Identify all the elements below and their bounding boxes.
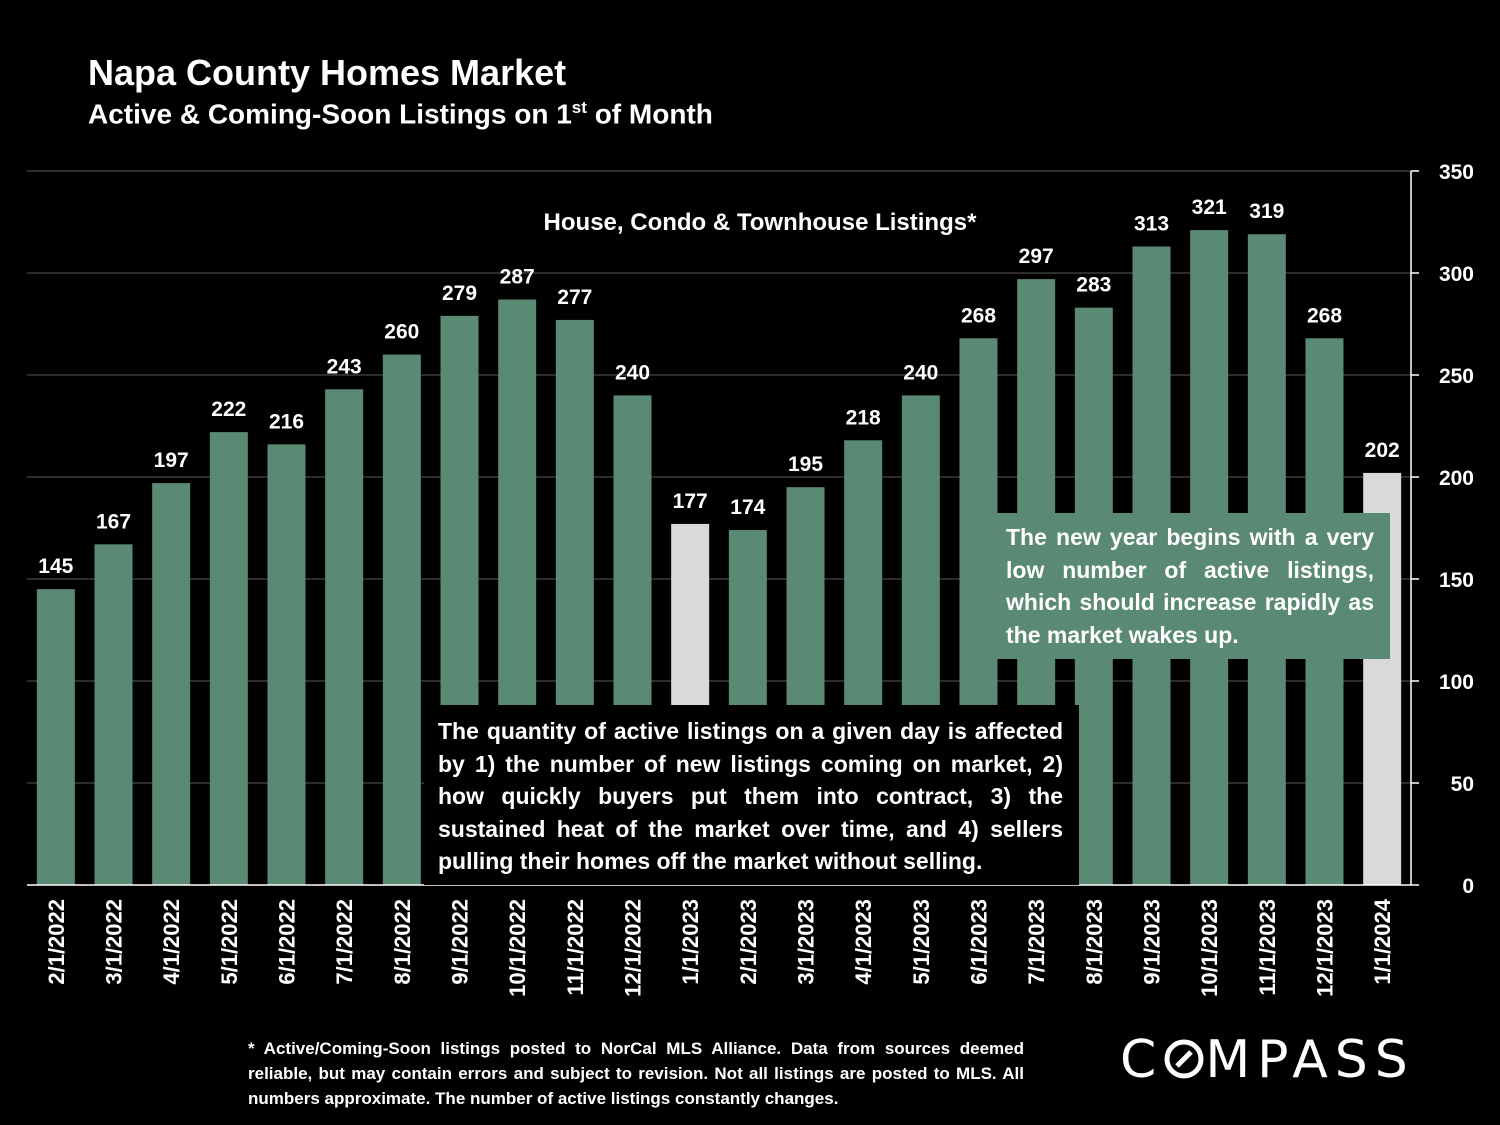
data-label: 145: [38, 555, 73, 578]
x-tick-label: 11/1/2022: [563, 899, 588, 996]
x-tick-label: 12/1/2023: [1313, 899, 1338, 997]
y-axis: 0 50 100 150 200 250 300 350: [27, 161, 1474, 898]
explanation-note: The quantity of active listings on a giv…: [424, 705, 1079, 885]
x-tick-label: 2/1/2023: [736, 899, 761, 985]
data-label: 202: [1365, 439, 1400, 462]
bar-3/1/2022: [94, 544, 133, 885]
y-tick-label: 350: [1439, 161, 1474, 184]
data-label: 240: [903, 361, 938, 384]
footnote: * Active/Coming-Soon listings posted to …: [248, 1039, 1024, 1108]
x-tick-label: 12/1/2022: [621, 899, 646, 997]
x-tick-label: 1/1/2023: [678, 899, 703, 985]
data-label: 297: [1019, 245, 1054, 268]
data-labels: 145 167 197 222 216 243 260 279 287 277 240 177 174 1…: [38, 196, 1399, 578]
data-label: 321: [1192, 196, 1227, 219]
bar-2/1/2022: [36, 589, 75, 885]
y-tick-label: 0: [1462, 875, 1474, 898]
data-label: 218: [846, 406, 881, 429]
data-label: 268: [1307, 304, 1342, 327]
y-tick-label: 150: [1439, 569, 1474, 592]
compass-logo: C MPASS: [1120, 1030, 1445, 1094]
x-tick-label: 7/1/2022: [332, 899, 357, 985]
data-label: 197: [154, 449, 189, 472]
data-label: 240: [615, 361, 650, 384]
subtitle-superscript: st: [571, 98, 587, 117]
chart-title: House, Condo & Townhouse Listings*: [544, 209, 978, 236]
data-label: 195: [788, 453, 823, 476]
y-tick-label: 300: [1439, 263, 1474, 286]
data-label: 268: [961, 304, 996, 327]
data-label: 216: [269, 410, 304, 433]
y-tick-label: 250: [1439, 365, 1474, 388]
subtitle-rest: of Month: [586, 98, 713, 130]
page-title: Napa County Homes Market: [88, 52, 567, 93]
bar-4/1/2022: [152, 483, 191, 885]
data-label: 277: [557, 286, 592, 309]
x-tick-label: 1/1/2024: [1370, 898, 1395, 984]
subtitle-main: Active & Coming-Soon Listings on 1: [88, 98, 572, 130]
data-label: 279: [442, 282, 477, 305]
data-label: 287: [500, 266, 535, 289]
x-tick-label: 8/1/2023: [1082, 899, 1107, 985]
x-tick-label: 10/1/2022: [505, 899, 530, 997]
bar-5/1/2022: [209, 432, 248, 885]
x-tick-label: 4/1/2023: [851, 899, 876, 985]
data-label: 222: [211, 398, 246, 421]
x-tick-label: 11/1/2023: [1255, 899, 1280, 996]
compass-o-icon: [1164, 1039, 1204, 1079]
x-tick-label: 5/1/2023: [909, 899, 934, 985]
new-year-note: The new year begins with a very low numb…: [994, 513, 1390, 659]
x-tick-label: 9/1/2022: [448, 899, 473, 985]
data-label: 177: [673, 490, 708, 513]
x-tick-label: 3/1/2022: [102, 899, 127, 985]
x-tick-label: 4/1/2022: [159, 899, 184, 985]
logo-letter-c: C: [1120, 1030, 1164, 1090]
data-label: 319: [1249, 200, 1284, 223]
x-tick-label: 6/1/2023: [967, 899, 992, 985]
logo-letters-mpass: MPASS: [1205, 1030, 1415, 1090]
bar-6/1/2022: [267, 444, 306, 885]
data-label: 283: [1076, 274, 1111, 297]
x-tick-label: 3/1/2023: [794, 899, 819, 985]
y-tick-label: 200: [1439, 467, 1474, 490]
x-tick-label: 5/1/2022: [217, 899, 242, 985]
y-tick-label: 100: [1439, 671, 1474, 694]
y-tick-label: 50: [1451, 773, 1474, 796]
x-tick-label: 9/1/2023: [1140, 899, 1165, 985]
data-label: 260: [384, 321, 419, 344]
x-tick-label: 8/1/2022: [390, 899, 415, 985]
x-tick-label: 10/1/2023: [1197, 899, 1222, 997]
page-subtitle: Active & Coming-Soon Listings on 1st of …: [88, 98, 713, 130]
x-tick-label: 7/1/2023: [1024, 899, 1049, 985]
x-axis-labels: 2/1/2022 3/1/2022 4/1/2022 5/1/2022 6/1/2022…: [44, 898, 1395, 997]
x-tick-label: 6/1/2022: [275, 899, 300, 985]
bar-7/1/2022: [325, 389, 364, 885]
bar-8/1/2022: [382, 354, 421, 886]
data-label: 167: [96, 510, 131, 533]
data-label: 313: [1134, 212, 1169, 235]
x-tick-label: 2/1/2022: [44, 899, 69, 985]
data-label: 243: [327, 355, 362, 378]
data-label: 174: [730, 496, 765, 519]
